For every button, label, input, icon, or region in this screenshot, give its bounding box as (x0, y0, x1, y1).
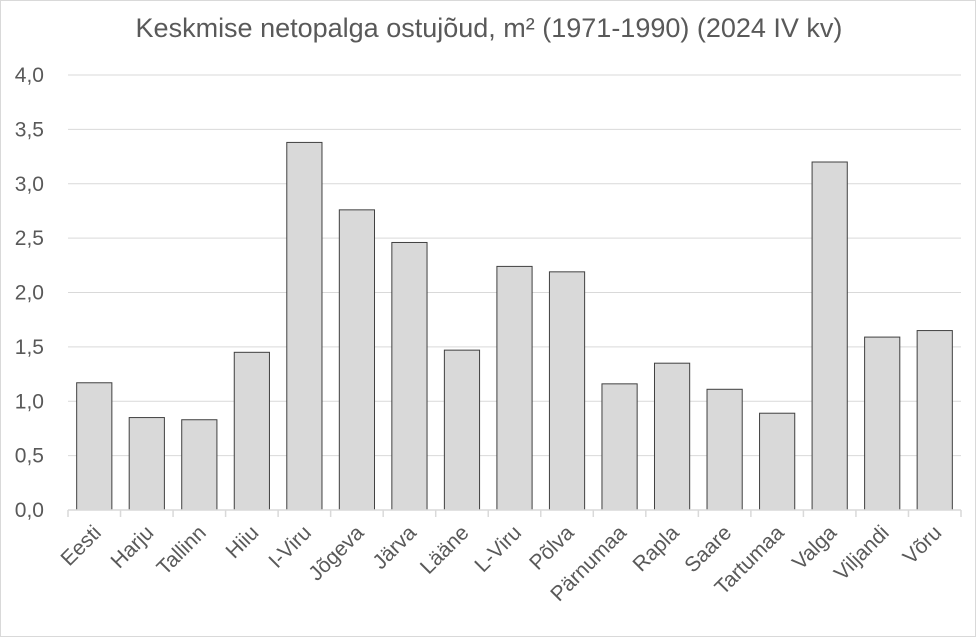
bar-põlva (548, 271, 586, 511)
x-tick-label: Lääne (416, 521, 474, 579)
y-tick-label: 3,0 (15, 173, 44, 196)
y-tick-label: 2,5 (15, 227, 44, 250)
bar-saare (706, 388, 743, 511)
bar-tallinn (181, 419, 218, 511)
y-tick-label: 0,0 (15, 499, 44, 522)
x-tick-label: Viljandi (830, 521, 894, 585)
x-tick-label: Järva (368, 521, 421, 574)
bar-hiiu (233, 351, 270, 511)
bars (76, 141, 953, 511)
bar-pärnumaa (601, 383, 638, 511)
y-tick-label: 1,5 (15, 336, 44, 359)
y-tick-label: 0,5 (15, 445, 44, 468)
y-tick-label: 3,5 (15, 118, 44, 141)
bar-tartumaa (759, 412, 796, 511)
y-tick-label: 2,0 (15, 282, 44, 305)
y-tick-label: 4,0 (15, 64, 44, 87)
x-tick-label: Tallinn (152, 521, 210, 579)
bar-rapla (653, 362, 691, 511)
x-tick-label: Harju (107, 521, 159, 573)
bar-eesti (76, 382, 113, 511)
x-tick-label: Võru (899, 521, 947, 569)
x-tick-label: Jõgeva (304, 521, 368, 585)
bar-i-viru (286, 141, 323, 511)
x-tick-label: Rapla (629, 521, 684, 576)
bar-jõgeva (338, 209, 376, 511)
bar-harju (128, 417, 165, 511)
bar-l-viru (496, 265, 533, 511)
bar-viljandi (864, 336, 901, 511)
y-axis: 0,0 0,5 1,0 1,5 2,0 2,5 3,0 3,5 4,0 (15, 64, 44, 522)
chart-title: Keskmise netopalga ostujõud, m² (1971-19… (135, 13, 843, 43)
x-tick-label: L-Viru (470, 521, 526, 577)
x-tick-label: Eesti (57, 521, 106, 570)
bar-lääne (443, 349, 481, 511)
x-tick-label: Hiiu (222, 521, 264, 563)
bar-järva (391, 241, 428, 511)
bar-valga (811, 161, 848, 511)
y-tick-label: 1,0 (15, 390, 44, 413)
bar-võru (916, 330, 953, 511)
